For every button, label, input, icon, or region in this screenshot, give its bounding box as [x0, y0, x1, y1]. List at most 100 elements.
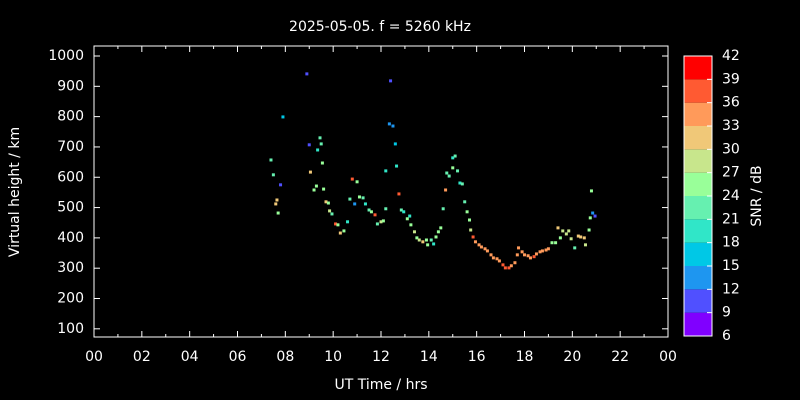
- data-point: [269, 158, 273, 162]
- data-point: [361, 196, 365, 200]
- data-point: [513, 261, 517, 265]
- data-point: [534, 252, 538, 256]
- data-point: [520, 250, 524, 254]
- data-point: [412, 230, 416, 234]
- chart-title: 2025-05-05. f = 5260 kHz: [289, 19, 471, 35]
- colorbar-band: [684, 289, 712, 313]
- x-tick-label: 08: [276, 349, 294, 365]
- colorbar-band: [684, 219, 712, 243]
- data-point: [485, 249, 489, 253]
- data-point: [276, 211, 280, 215]
- data-point: [316, 148, 320, 152]
- data-point: [405, 217, 409, 221]
- x-tick-label: 04: [181, 349, 199, 365]
- data-point: [308, 170, 312, 174]
- x-tick-label: 06: [229, 349, 247, 365]
- data-point: [558, 236, 562, 240]
- data-point: [436, 230, 440, 234]
- colorbar-band: [684, 56, 712, 80]
- colorbar-band: [684, 312, 712, 336]
- data-point: [503, 266, 507, 270]
- data-point: [424, 238, 428, 242]
- data-point: [469, 228, 473, 232]
- data-point: [582, 236, 586, 240]
- data-point: [271, 173, 275, 177]
- data-point: [515, 253, 519, 257]
- data-point: [320, 161, 324, 165]
- data-point: [479, 245, 483, 249]
- colorbar-band: [684, 196, 712, 220]
- data-point: [567, 229, 571, 233]
- data-point: [471, 235, 475, 239]
- data-point: [593, 214, 597, 218]
- data-point: [561, 229, 565, 233]
- data-point: [429, 238, 433, 242]
- data-point: [445, 171, 449, 175]
- x-tick-label: 10: [324, 349, 342, 365]
- y-tick-label: 1000: [48, 48, 84, 64]
- data-point: [576, 234, 580, 238]
- data-point: [426, 243, 430, 247]
- data-point: [528, 256, 532, 260]
- data-point: [379, 220, 383, 224]
- colorbar-tick-label: 12: [722, 281, 740, 297]
- data-point: [591, 211, 595, 215]
- colorbar-tick-label: 9: [722, 305, 731, 321]
- data-point: [544, 248, 548, 252]
- data-point: [381, 219, 385, 223]
- colorbar-band: [684, 126, 712, 150]
- data-point: [473, 240, 477, 244]
- data-point: [348, 197, 352, 201]
- data-point: [583, 243, 587, 247]
- data-point: [451, 166, 455, 170]
- data-point: [330, 212, 334, 216]
- colorbar-tick-label: 42: [722, 48, 740, 64]
- x-tick-label: 18: [516, 349, 534, 365]
- data-point: [319, 142, 323, 146]
- x-tick-label: 00: [85, 349, 103, 365]
- data-point: [451, 156, 455, 160]
- colorbar-tick-label: 6: [722, 328, 731, 344]
- data-point: [517, 246, 521, 250]
- data-point: [389, 79, 393, 83]
- data-point: [550, 241, 554, 245]
- data-point: [432, 242, 436, 246]
- data-point: [384, 207, 388, 211]
- data-point: [439, 226, 443, 230]
- data-point: [357, 195, 361, 199]
- colorbar-band: [684, 102, 712, 126]
- data-point: [538, 250, 542, 254]
- data-point: [458, 181, 462, 185]
- data-point: [497, 259, 501, 263]
- data-point: [556, 226, 560, 230]
- data-point: [307, 143, 311, 147]
- colorbar-tick-label: 39: [722, 71, 740, 87]
- y-tick-label: 300: [57, 260, 84, 276]
- data-point: [441, 207, 445, 211]
- data-point: [489, 253, 493, 257]
- data-point: [399, 208, 403, 212]
- data-point: [554, 241, 558, 245]
- data-point: [384, 169, 388, 173]
- data-point: [393, 142, 397, 146]
- data-point: [477, 243, 481, 247]
- data-point: [326, 201, 330, 205]
- data-point: [460, 182, 464, 186]
- y-tick-label: 100: [57, 321, 84, 337]
- data-point: [373, 213, 377, 217]
- data-point: [532, 255, 536, 259]
- data-point: [564, 232, 568, 236]
- colorbar-tick-label: 21: [722, 211, 740, 227]
- data-point: [328, 209, 332, 213]
- data-point: [318, 136, 322, 140]
- colorbar-label: SNR / dB: [749, 165, 765, 226]
- data-point: [456, 169, 460, 173]
- data-point: [546, 247, 550, 251]
- data-point: [589, 189, 593, 193]
- data-point: [387, 122, 391, 126]
- y-tick-label: 200: [57, 291, 84, 307]
- data-point: [569, 237, 573, 241]
- y-tick-label: 700: [57, 139, 84, 155]
- data-point: [346, 220, 350, 224]
